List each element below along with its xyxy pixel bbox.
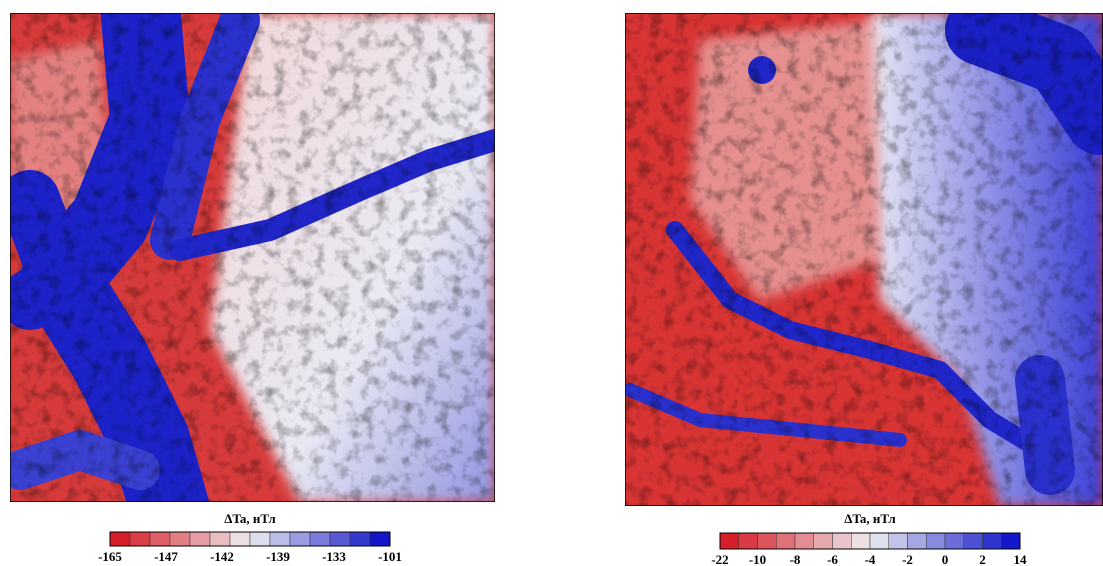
colorbar-tick-label: 2 bbox=[979, 552, 986, 566]
colorbar-segment bbox=[983, 533, 1002, 549]
colorbar-segment bbox=[851, 533, 870, 549]
colorbar-tick-label: -8 bbox=[790, 552, 801, 566]
colorbar-label: ΔTa, нТл bbox=[224, 511, 275, 526]
colorbar-segment bbox=[739, 533, 758, 549]
colorbar-segment bbox=[190, 532, 210, 546]
colorbar-tick-label: -165 bbox=[98, 549, 122, 564]
colorbar-tick-label: -6 bbox=[827, 552, 838, 566]
colorbar-label: ΔTa, нТл bbox=[844, 511, 895, 526]
colorbar-tick-label: 14 bbox=[1014, 552, 1028, 566]
colorbar-segment bbox=[270, 532, 290, 546]
colorbar-segment bbox=[758, 533, 777, 549]
colorbar-segment bbox=[230, 532, 250, 546]
colorbar-segment bbox=[150, 532, 170, 546]
colorbar-segment bbox=[350, 532, 370, 546]
colorbar-tick-label: -101 bbox=[378, 549, 402, 564]
colorbar-segment bbox=[795, 533, 814, 549]
colorbar-segment bbox=[945, 533, 964, 549]
colorbar-segment bbox=[250, 532, 270, 546]
colorbar-segment bbox=[290, 532, 310, 546]
colorbar-segment bbox=[110, 532, 130, 546]
colorbar-segment bbox=[1001, 533, 1020, 549]
colorbar-tick-label: -2 bbox=[902, 552, 913, 566]
left-map bbox=[10, 5, 495, 510]
colorbar-segment bbox=[776, 533, 795, 549]
colorbar-segment bbox=[926, 533, 945, 549]
colorbar-segment bbox=[964, 533, 983, 549]
colorbar-tick-label: 0 bbox=[942, 552, 949, 566]
colorbar-tick-label: -142 bbox=[210, 549, 234, 564]
colorbar-segment bbox=[370, 532, 390, 546]
colorbar-segment bbox=[330, 532, 350, 546]
figure: ΔTa, нТл ΔTa, нТл -165 -147 -142 -139 -133 -1… bbox=[0, 0, 1103, 566]
colorbar-tick-label: -4 bbox=[865, 552, 876, 566]
colorbar-segment bbox=[870, 533, 889, 549]
colorbar-segment bbox=[310, 532, 330, 546]
colorbar-segment bbox=[130, 532, 150, 546]
colorbar-segment bbox=[210, 532, 230, 546]
colorbar-segment bbox=[889, 533, 908, 549]
map-texture bbox=[10, 13, 495, 502]
colorbar-tick-label: -133 bbox=[322, 549, 346, 564]
colorbar-segment bbox=[814, 533, 833, 549]
colorbar-tick-label: -10 bbox=[749, 552, 766, 566]
map-texture bbox=[625, 13, 1103, 506]
colorbar-segment bbox=[908, 533, 927, 549]
right-map bbox=[625, 13, 1103, 506]
colorbar-segment bbox=[833, 533, 852, 549]
colorbar-segment bbox=[720, 533, 739, 549]
colorbar-segment bbox=[170, 532, 190, 546]
colorbar-tick-label: -147 bbox=[154, 549, 178, 564]
colorbar-tick-label: -139 bbox=[266, 549, 290, 564]
colorbar-tick-label: -22 bbox=[711, 552, 728, 566]
figure-canvas: ΔTa, нТл ΔTa, нТл -165 -147 -142 -139 -133 -1… bbox=[0, 0, 1103, 566]
